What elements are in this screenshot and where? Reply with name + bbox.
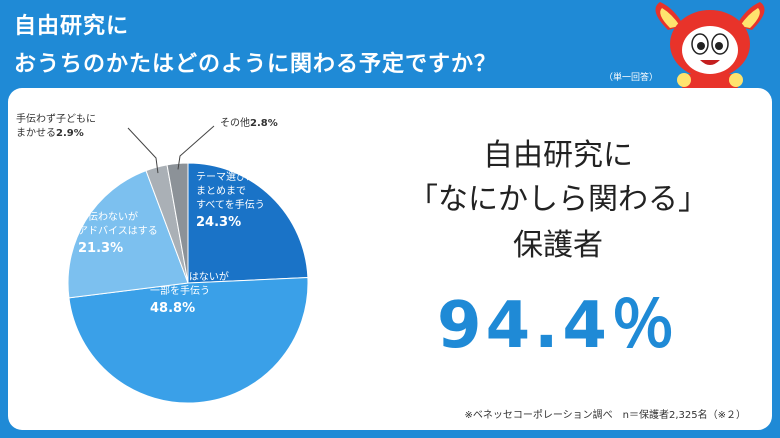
content-card: テーマ選びからまとめまですべてを手伝う 24.3% すべてではないが一部を手伝う 48…: [8, 88, 772, 430]
pie-slice-label-3: 手伝わず子どもにまかせる2.9%: [16, 112, 96, 139]
highlight-line-2: 「なにかしら関わる」: [408, 182, 708, 217]
pie-chart: テーマ選びからまとめまですべてを手伝う 24.3%すべてではないが一部を手伝う 48…: [16, 112, 309, 404]
pie-slice-0: [187, 162, 309, 284]
leader-line-4: [177, 125, 215, 170]
header: 自由研究に おうちのかたはどのように関わる予定ですか？ （単一回答）: [0, 0, 780, 92]
pie-slice-label-4: その他2.8%: [220, 116, 278, 129]
highlight-line-3: 保護者: [513, 228, 603, 263]
highlight-percent: 94.4％: [437, 289, 679, 363]
highlight-line-1: 自由研究に: [483, 138, 633, 173]
leader-line-3: [127, 127, 159, 174]
pie-slice-label-2: 手伝わないがアドバイスはする 21.3%: [78, 210, 158, 256]
source-note: ※ベネッセコーポレーション調べ n＝保護者2,325名（※２）: [464, 410, 746, 421]
single-answer-note: （単一回答）: [604, 73, 659, 83]
pie-slice-4: [166, 162, 189, 284]
page-title-line-2: おうちのかたはどのように関わる予定ですか？: [14, 52, 498, 77]
pie-slice-2: [67, 169, 189, 299]
page-title-line-1: 自由研究に: [14, 14, 130, 39]
pie-slice-1: [68, 277, 309, 404]
pie-slice-label-0: テーマ選びからまとめまですべてを手伝う 24.3%: [196, 170, 266, 230]
mascot-illustration: [655, 2, 765, 92]
